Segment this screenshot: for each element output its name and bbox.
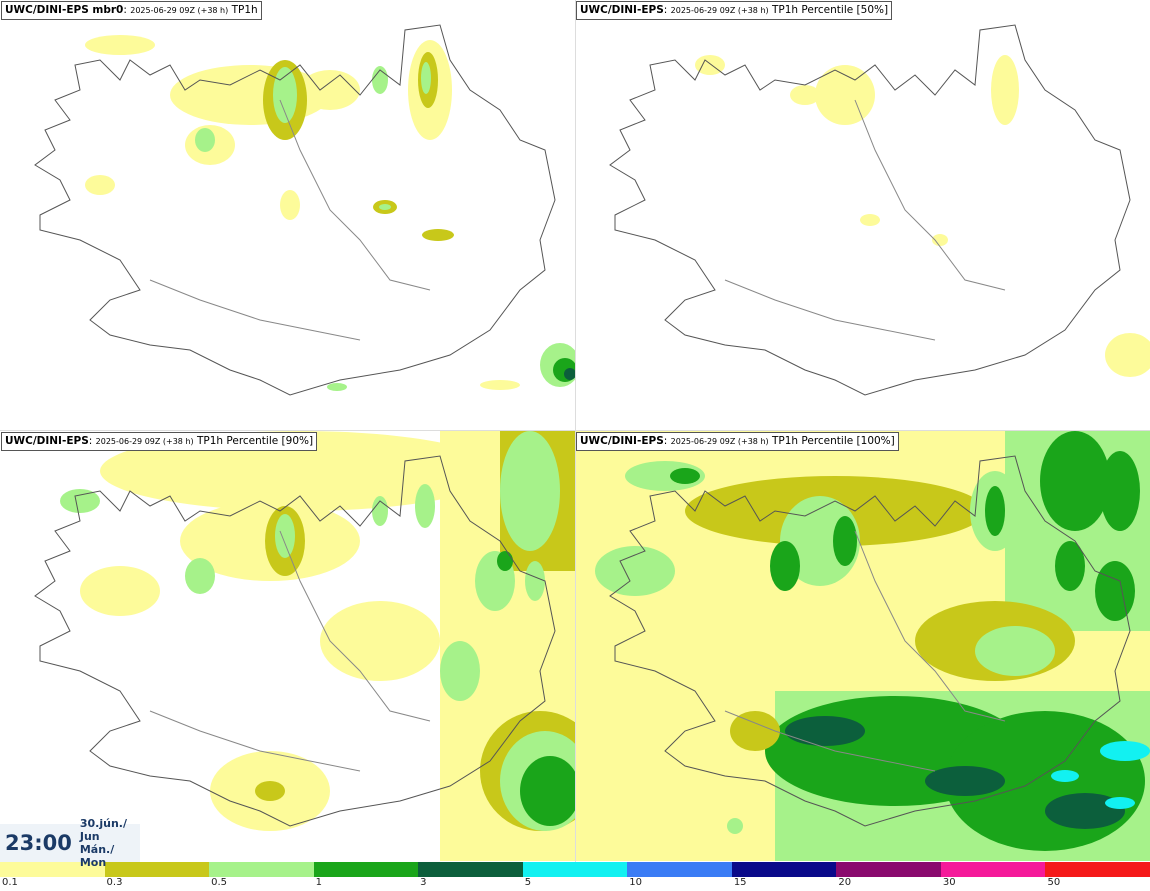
colorbar-segment bbox=[836, 862, 941, 877]
precip-shading bbox=[575, 431, 1150, 861]
colorbar-label: 3 bbox=[420, 877, 427, 888]
colorbar-segment bbox=[627, 862, 732, 877]
panel-field: TP1h bbox=[231, 4, 258, 16]
colorbar-label: 0.5 bbox=[211, 877, 227, 888]
panel-run: 2025-06-29 09Z (+38 h) bbox=[130, 6, 229, 15]
colorbar-segment bbox=[731, 862, 837, 877]
panel-field: TP1h Percentile [100%] bbox=[771, 435, 895, 447]
colorbar-label: 1 bbox=[315, 877, 322, 888]
panel-divider-horizontal bbox=[0, 430, 1150, 431]
colorbar-label: 30 bbox=[942, 877, 956, 888]
map-panel-mbr0: UWC/DINI-EPS mbr0: 2025-06-29 09Z (+38 h… bbox=[0, 0, 575, 430]
precip-map bbox=[34, 431, 575, 861]
colorbar bbox=[0, 862, 1150, 877]
panel-model: UWC/DINI-EPS bbox=[580, 4, 664, 16]
colorbar-labels: 0.1 0.3 0.5 1 3 5 10 15 20 30 50 bbox=[0, 877, 1150, 891]
panel-run: 2025-06-29 09Z (+38 h) bbox=[670, 6, 769, 15]
colorbar-label: 0.3 bbox=[106, 877, 123, 888]
map-panel-p100: UWC/DINI-EPS: 2025-06-29 09Z (+38 h) TP1… bbox=[575, 431, 1150, 861]
colorbar-segment bbox=[522, 862, 628, 877]
colorbar-segment bbox=[104, 862, 210, 877]
coastline bbox=[34, 455, 556, 827]
colorbar-segment bbox=[313, 862, 419, 877]
colorbar-label: 10 bbox=[629, 877, 642, 888]
map-panel-p50: UWC/DINI-EPS: 2025-06-29 09Z (+38 h) TP1… bbox=[575, 0, 1150, 430]
panel-title: UWC/DINI-EPS: 2025-06-29 09Z (+38 h) TP1… bbox=[576, 432, 899, 451]
colorbar-segment bbox=[418, 862, 523, 877]
colorbar-segment bbox=[0, 862, 105, 877]
panel-model: UWC/DINI-EPS bbox=[5, 435, 89, 447]
precip-shading bbox=[695, 55, 1150, 377]
colorbar-segment bbox=[940, 862, 1046, 877]
panel-model: UWC/DINI-EPS bbox=[580, 435, 664, 447]
precip-shading bbox=[60, 431, 575, 861]
coastline bbox=[34, 24, 556, 396]
valid-date-line: 30.jún./ Jun bbox=[79, 817, 127, 843]
colorbar-label: 20 bbox=[838, 877, 852, 888]
panel-run: 2025-06-29 09Z (+38 h) bbox=[95, 437, 194, 446]
colorbar-label: 5 bbox=[524, 877, 532, 888]
panel-title: UWC/DINI-EPS: 2025-06-29 09Z (+38 h) TP1… bbox=[576, 1, 893, 20]
valid-time-box: 23:00 30.jún./ Jun Mán./ Mon bbox=[0, 817, 140, 869]
valid-day-line: Mán./ Mon bbox=[79, 843, 115, 869]
panel-title: UWC/DINI-EPS: 2025-06-29 09Z (+38 h) TP1… bbox=[1, 432, 318, 451]
panel-field: TP1h Percentile [90%] bbox=[196, 435, 314, 447]
precip-map bbox=[609, 24, 1150, 396]
panel-divider-vertical bbox=[575, 0, 576, 862]
panel-run: 2025-06-29 09Z (+38 h) bbox=[670, 437, 769, 446]
precip-shading bbox=[85, 35, 575, 391]
colorbar-label: 0.1 bbox=[2, 877, 18, 888]
precip-map bbox=[575, 431, 1150, 861]
valid-time: 23:00 bbox=[5, 831, 72, 855]
coastline bbox=[609, 24, 1131, 396]
colorbar-segment bbox=[209, 862, 314, 877]
panel-model: UWC/DINI-EPS mbr0 bbox=[5, 4, 124, 16]
map-panel-p90: UWC/DINI-EPS: 2025-06-29 09Z (+38 h) TP1… bbox=[0, 431, 575, 861]
panel-title: UWC/DINI-EPS mbr0: 2025-06-29 09Z (+38 h… bbox=[1, 1, 262, 20]
colorbar-segment bbox=[1045, 862, 1150, 877]
coastline bbox=[609, 455, 1131, 827]
valid-date: 30.jún./ Jun Mán./ Mon bbox=[80, 817, 140, 869]
panel-field: TP1h Percentile [50%] bbox=[771, 4, 889, 16]
colorbar-label: 50 bbox=[1047, 877, 1061, 888]
colorbar-label: 15 bbox=[733, 877, 747, 888]
precip-map bbox=[34, 24, 575, 396]
